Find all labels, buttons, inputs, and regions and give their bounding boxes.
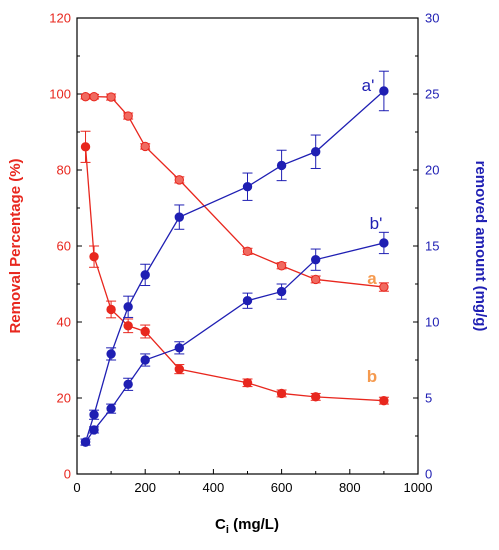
data-point — [140, 270, 150, 280]
right-tick-label: 5 — [425, 391, 432, 406]
x-axis-ticks: 0 200 400 600 800 1000 — [73, 469, 432, 495]
data-point — [174, 212, 185, 222]
series-label-2: b — [367, 367, 377, 386]
series-layer — [80, 70, 389, 447]
left-tick-label: 60 — [57, 239, 71, 254]
x-tick-label: 0 — [73, 480, 80, 495]
right-tick-label: 20 — [425, 163, 439, 178]
x-axis-title: Ci (mg/L) — [215, 516, 279, 536]
data-point — [106, 403, 116, 414]
series-3 — [80, 70, 389, 447]
data-point — [89, 425, 99, 435]
data-point — [174, 175, 185, 185]
data-point — [123, 379, 133, 390]
data-point — [379, 395, 389, 406]
data-point — [379, 282, 389, 292]
data-point — [123, 111, 133, 121]
x-axis-title-sub: i — [226, 524, 229, 536]
data-point — [123, 321, 133, 331]
data-point — [276, 261, 287, 271]
left-tick-label: 120 — [49, 11, 71, 26]
right-tick-label: 10 — [425, 315, 439, 330]
data-point — [311, 274, 321, 285]
data-point — [311, 254, 321, 265]
series-line — [84, 90, 385, 443]
left-tick-label: 40 — [57, 315, 71, 330]
series-labels: a b a' b' — [362, 76, 383, 386]
data-point — [242, 378, 253, 388]
data-point — [174, 343, 185, 353]
data-point — [276, 160, 287, 171]
right-axis-ticks: 0 5 10 15 20 25 30 — [413, 11, 439, 482]
data-point — [123, 302, 133, 312]
data-point — [106, 349, 116, 359]
data-point — [276, 286, 287, 297]
right-axis-title: removed amount (mg/g) — [472, 161, 489, 332]
data-point — [242, 246, 253, 257]
data-point — [140, 355, 150, 365]
data-point — [80, 91, 91, 102]
series-line — [84, 146, 384, 402]
left-axis-ticks: 0 20 40 60 80 100 120 — [49, 11, 82, 482]
x-tick-label: 800 — [339, 480, 361, 495]
data-point — [89, 91, 99, 102]
left-tick-label: 20 — [57, 391, 71, 406]
x-tick-label: 1000 — [404, 480, 433, 495]
series-4 — [80, 231, 389, 447]
x-tick-label: 400 — [203, 480, 225, 495]
x-tick-label: 600 — [271, 480, 293, 495]
data-point — [311, 392, 321, 402]
data-point — [242, 182, 253, 192]
data-point — [140, 141, 150, 152]
left-tick-label: 80 — [57, 163, 71, 178]
right-tick-label: 15 — [425, 239, 439, 254]
left-tick-label: 0 — [64, 467, 71, 482]
right-tick-label: 0 — [425, 467, 432, 482]
data-point — [311, 147, 321, 157]
series-1 — [80, 91, 389, 292]
series-line — [85, 96, 384, 288]
data-point — [80, 437, 91, 447]
right-tick-label: 30 — [425, 11, 439, 26]
data-point — [379, 86, 389, 96]
x-axis-title-unit: (mg/L) — [229, 516, 279, 533]
right-tick-label: 25 — [425, 87, 439, 102]
series-line — [84, 242, 385, 443]
x-tick-label: 200 — [134, 480, 156, 495]
data-point — [174, 364, 185, 374]
series-label-3: a' — [362, 76, 375, 95]
data-point — [379, 238, 389, 248]
data-point — [242, 296, 253, 306]
data-point — [106, 304, 116, 315]
series-2 — [80, 130, 389, 406]
data-point — [89, 410, 99, 420]
left-tick-label: 100 — [49, 87, 71, 102]
series-label-1: a — [367, 269, 377, 288]
left-axis-title: Removal Percentage (%) — [7, 158, 24, 333]
data-point — [89, 251, 99, 262]
data-point — [140, 326, 150, 337]
x-axis-title-main: C — [215, 516, 226, 533]
data-point — [80, 142, 91, 152]
series-label-4: b' — [370, 214, 383, 233]
data-point — [276, 388, 287, 399]
data-point — [106, 92, 116, 102]
